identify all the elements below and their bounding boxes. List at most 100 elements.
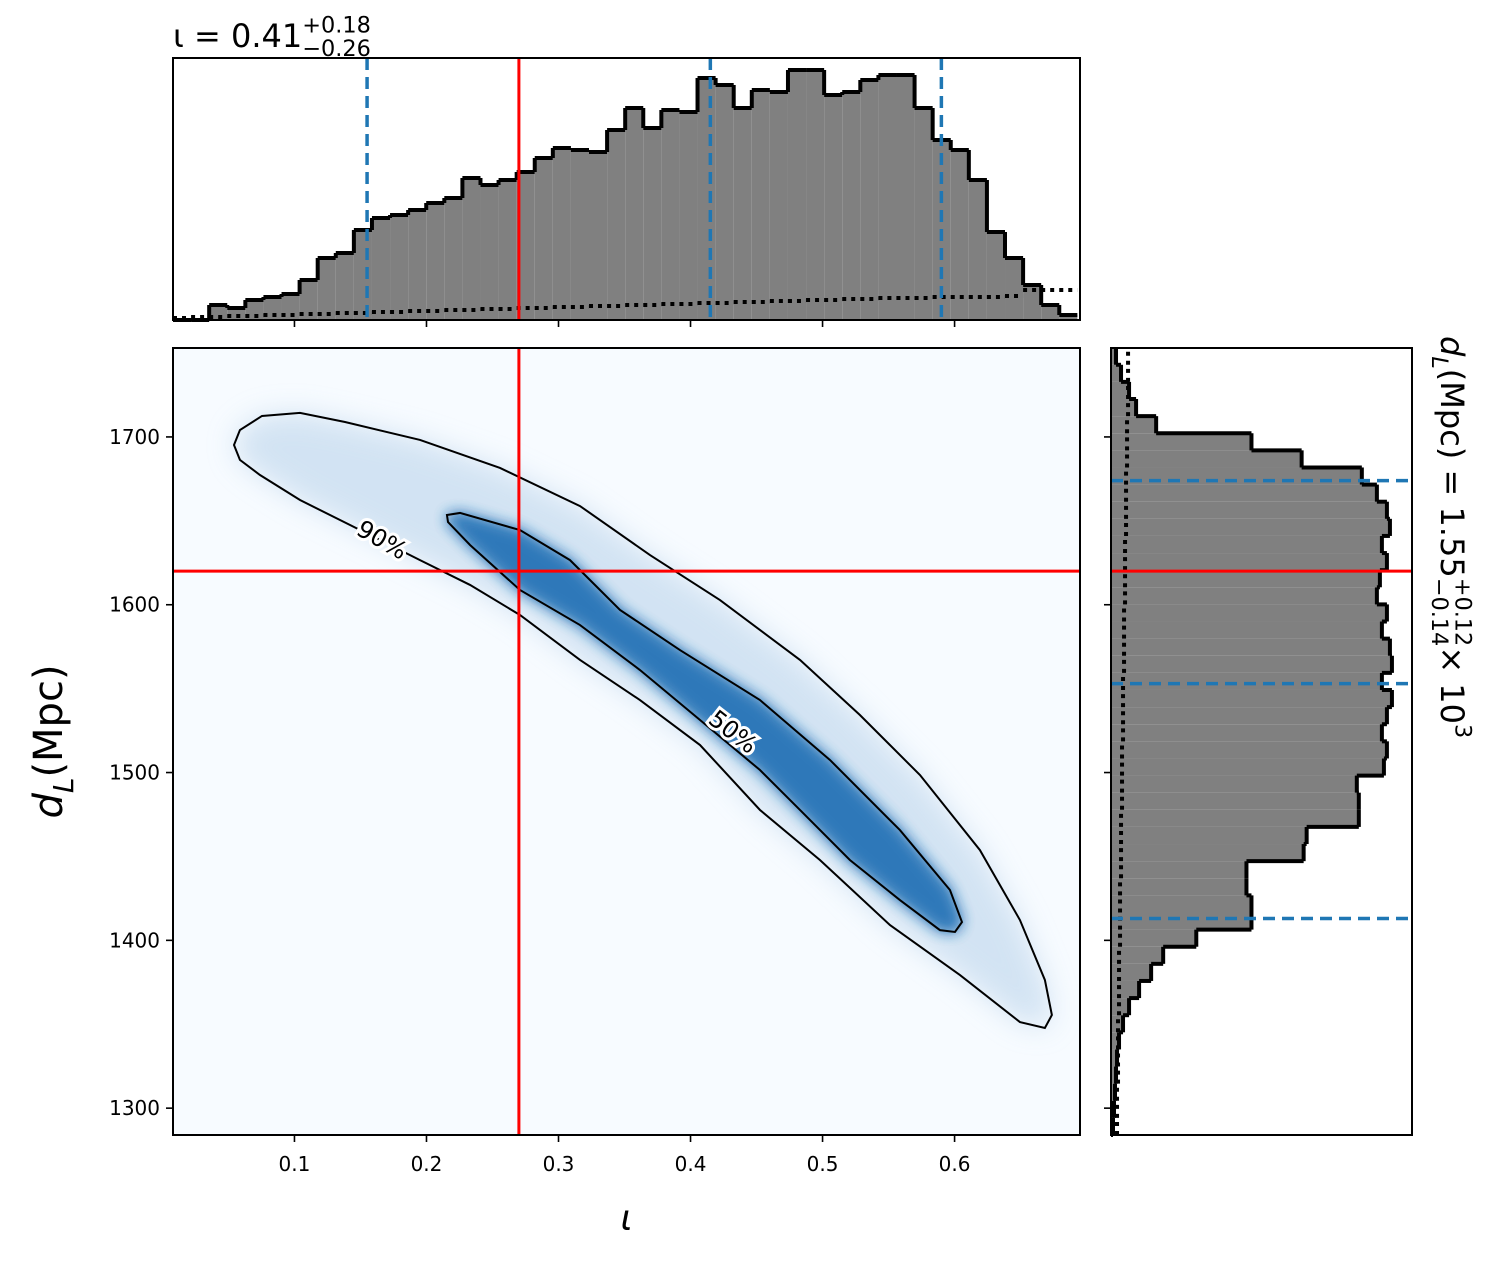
hist-bar bbox=[1111, 1083, 1116, 1101]
hist-bar bbox=[1111, 587, 1377, 605]
hist-bar bbox=[281, 294, 300, 320]
hist-title: dL (Mpc) = 1.55+0.12−0.14 × 103 bbox=[1426, 336, 1475, 738]
hist-bar bbox=[498, 180, 517, 320]
axes-frame bbox=[172, 57, 1081, 321]
hist-bar bbox=[426, 203, 445, 320]
hist-bar bbox=[806, 70, 825, 320]
hist-bar bbox=[950, 150, 969, 320]
label-part: d bbox=[26, 793, 72, 819]
label-part: d bbox=[1433, 336, 1471, 357]
label-part: 3 bbox=[1449, 724, 1475, 738]
hist-bar bbox=[534, 158, 553, 320]
y-tick-label: 1300 bbox=[109, 1096, 160, 1120]
hist-bar bbox=[1111, 758, 1384, 776]
hist-bar bbox=[1111, 946, 1164, 964]
hist-bar bbox=[914, 108, 933, 320]
axes-frame bbox=[1110, 347, 1413, 1136]
label-part: L bbox=[47, 778, 80, 794]
hist-bar bbox=[679, 112, 698, 320]
hist-bar bbox=[1111, 963, 1152, 981]
hist-bar bbox=[715, 85, 734, 320]
y-tick-label: 1500 bbox=[109, 761, 160, 785]
hist-bar bbox=[1111, 861, 1247, 879]
hist-bar bbox=[1111, 399, 1137, 417]
hist-bar bbox=[1111, 792, 1359, 810]
hist-bar bbox=[1111, 998, 1130, 1016]
hist-bar bbox=[1111, 604, 1387, 622]
hist-bar bbox=[317, 258, 336, 320]
label-part: ι = 0.41 bbox=[173, 17, 302, 55]
hist-bar bbox=[607, 130, 626, 320]
label-part: L bbox=[1426, 356, 1452, 368]
label-part: (Mpc) bbox=[26, 664, 72, 777]
x-tick-label: 0.2 bbox=[411, 1152, 443, 1176]
hist-bar bbox=[1111, 381, 1130, 400]
hist-bar bbox=[769, 92, 788, 320]
label-part: (Mpc) = 1.55 bbox=[1433, 369, 1471, 578]
label-part: −0.14 bbox=[1426, 578, 1452, 647]
y-tick-label: 1400 bbox=[109, 928, 160, 952]
hist-bar bbox=[1111, 878, 1247, 896]
hist-bar bbox=[263, 297, 282, 320]
hist-bar bbox=[245, 300, 264, 320]
hist-bar bbox=[480, 185, 499, 320]
hist-bar bbox=[1111, 638, 1390, 656]
hist-bar bbox=[968, 180, 987, 320]
hist-bar bbox=[570, 150, 590, 320]
hist-bar bbox=[1111, 809, 1359, 827]
x-axis-label: ι bbox=[620, 1198, 632, 1239]
hist-bar bbox=[1111, 826, 1307, 845]
hist-bar bbox=[1111, 724, 1382, 742]
hist-bar bbox=[1111, 1015, 1124, 1033]
hist-bar bbox=[842, 92, 861, 320]
hist-bar bbox=[643, 128, 662, 320]
hist-bar bbox=[1111, 672, 1382, 690]
label-part: ι bbox=[620, 1198, 632, 1239]
hist-bar bbox=[444, 198, 463, 320]
hist-bar bbox=[1111, 912, 1252, 930]
y-axis-label: dL (Mpc) bbox=[26, 664, 80, 818]
label-part: × 10 bbox=[1433, 646, 1471, 724]
x-tick-label: 0.3 bbox=[543, 1152, 575, 1176]
hist-bar bbox=[1111, 689, 1392, 708]
hist-bar bbox=[1111, 570, 1380, 588]
hist-bar bbox=[787, 70, 807, 320]
hist-bar bbox=[1059, 315, 1078, 320]
hist-bar bbox=[860, 80, 879, 320]
hist-bar bbox=[1023, 285, 1042, 320]
y-tick-label: 1600 bbox=[109, 593, 160, 617]
hist-bar bbox=[733, 108, 752, 320]
label-part: +0.12 bbox=[1449, 578, 1475, 647]
hist-bar bbox=[299, 280, 318, 320]
hist-bar bbox=[462, 178, 481, 320]
hist-bar bbox=[1111, 416, 1157, 434]
hist-bar bbox=[986, 232, 1006, 320]
hist-bar bbox=[1111, 929, 1197, 947]
hist-bar bbox=[1041, 305, 1060, 320]
hist-bar bbox=[878, 75, 897, 320]
hist-bar bbox=[1111, 518, 1390, 536]
y-tick-label: 1700 bbox=[109, 425, 160, 449]
label-part: −0.26 bbox=[302, 36, 371, 62]
label-part: +0.18 bbox=[302, 13, 371, 39]
hist-bar bbox=[824, 95, 843, 320]
hist-bar bbox=[335, 253, 354, 320]
x-tick-label: 0.4 bbox=[675, 1152, 707, 1176]
hist-bar bbox=[1111, 741, 1387, 759]
density-fill bbox=[233, 412, 1052, 1028]
hist-bar bbox=[1111, 655, 1392, 673]
hist-bar bbox=[552, 148, 571, 320]
hist-bar bbox=[1111, 535, 1382, 554]
hist-bar bbox=[1111, 501, 1387, 519]
hist-bar bbox=[209, 305, 228, 320]
hist-bar bbox=[625, 108, 644, 320]
hist-bar bbox=[896, 75, 915, 320]
hist-bar bbox=[661, 110, 680, 320]
x-tick-label: 0.6 bbox=[939, 1152, 971, 1176]
x-tick-label: 0.5 bbox=[807, 1152, 839, 1176]
hist-bar bbox=[1111, 364, 1122, 382]
hist-bar bbox=[1111, 347, 1117, 365]
hist-bar bbox=[1111, 1049, 1118, 1067]
hist-bar bbox=[1111, 621, 1382, 639]
